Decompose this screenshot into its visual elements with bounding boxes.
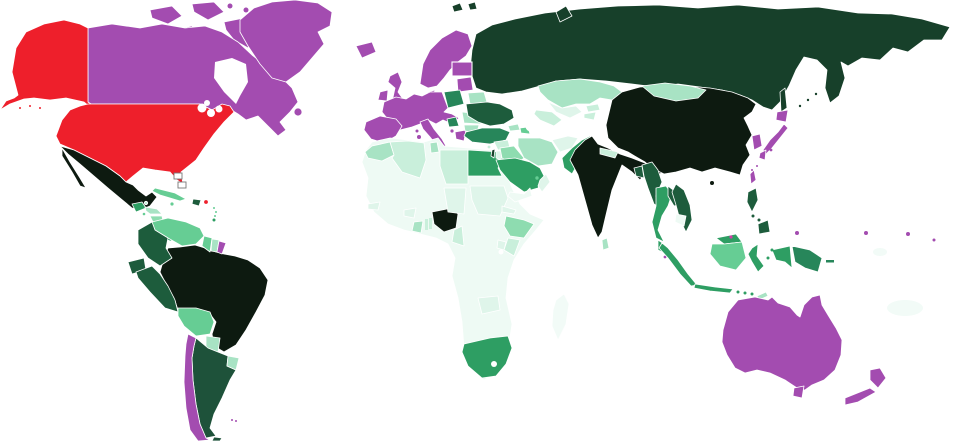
country-australia [721,294,843,391]
country-serbia [446,116,460,128]
country-uae [535,176,539,180]
country-south-korea [751,133,763,151]
country-newfoundland [293,107,303,117]
country-ireland [377,89,389,102]
caspian-sea [524,105,534,131]
country-mongolia [641,82,707,102]
country-chad [443,187,467,215]
kaliningrad-callout-box [451,61,473,77]
falkland-islands [231,419,237,422]
country-sri-lanka [601,237,610,251]
country-yemen [507,187,533,203]
country-ghana [411,220,424,234]
western-europe [381,91,460,131]
country-tunisia [429,141,440,154]
country-dominican-republic [191,198,202,207]
country-belize [143,200,149,206]
iberia [363,115,403,144]
country-new-zealand [844,367,887,406]
country-greenland [239,0,333,83]
country-burkina-faso [403,207,417,219]
country-cuba [151,187,187,202]
pacific-faint-areas [873,248,923,316]
country-ethiopia [503,215,535,239]
country-kenya [503,237,521,257]
country-singapore [663,255,667,259]
country-chile [183,333,211,442]
country-uruguay [226,355,240,371]
russia-arctic-islands [451,1,573,23]
country-sudan [469,185,509,217]
country-guyana [201,235,213,253]
country-poland [443,89,465,109]
country-senegal [367,201,381,211]
scandinavia [419,29,473,89]
country-hainan [710,181,714,185]
country-eritrea [501,205,517,215]
country-brazil [159,244,269,353]
hudson-bay [214,58,248,104]
country-algeria [389,140,427,179]
country-puerto-rico [204,200,208,204]
country-indonesia [658,242,793,296]
country-nepal [599,147,619,159]
country-ukraine [465,101,515,127]
country-tajikistan [583,111,597,121]
country-bolivia [177,307,215,337]
country-zambia [477,295,501,315]
lesotho-enclave [491,361,497,367]
country-alaska [0,19,103,115]
tierra-del-fuego [211,436,223,442]
country-cambodia [674,213,687,227]
great-lakes [197,100,223,117]
country-south-africa [461,335,513,379]
country-turkmenistan [533,109,563,127]
lesser-antilles [213,207,217,217]
country-colombia [137,221,173,267]
country-peru [135,265,179,313]
country-libya [439,149,469,185]
country-mexico [59,145,158,211]
country-albania [450,129,454,133]
baltic-states [456,76,474,93]
country-cyprus [487,145,491,149]
country-french-guiana [216,240,227,255]
country-honduras [144,206,163,215]
country-brunei [729,235,733,239]
country-israel [490,148,496,159]
bahamas-callout-boxes [173,172,187,189]
benin-togo [425,218,432,230]
pacific-islands [795,231,936,242]
country-cameroon [451,225,465,247]
country-madagascar [551,293,570,341]
country-iran [517,137,559,167]
country-japan [751,109,789,171]
kuril-islands [798,92,818,108]
country-iceland [355,41,377,59]
country-philippines [746,187,771,235]
country-taiwan [749,169,757,185]
country-papua-new-guinea [791,245,834,273]
country-bangladesh [633,165,645,179]
kalimantan [709,241,747,271]
country-oman [537,173,551,193]
aleutian-islands [19,105,41,109]
country-georgia [507,123,521,132]
country-united-states [55,103,235,185]
country-kyrgyzstan [585,103,601,113]
country-kazakhstan [537,78,623,109]
country-tasmania [792,385,805,399]
country-trinidad [212,218,216,222]
baja-california [61,147,87,189]
country-uzbekistan [547,101,583,119]
country-el-salvador [141,211,147,217]
lake-victoria [498,249,504,255]
country-jamaica [170,202,174,206]
country-sakhalin [779,87,788,113]
country-vietnam [671,183,693,233]
